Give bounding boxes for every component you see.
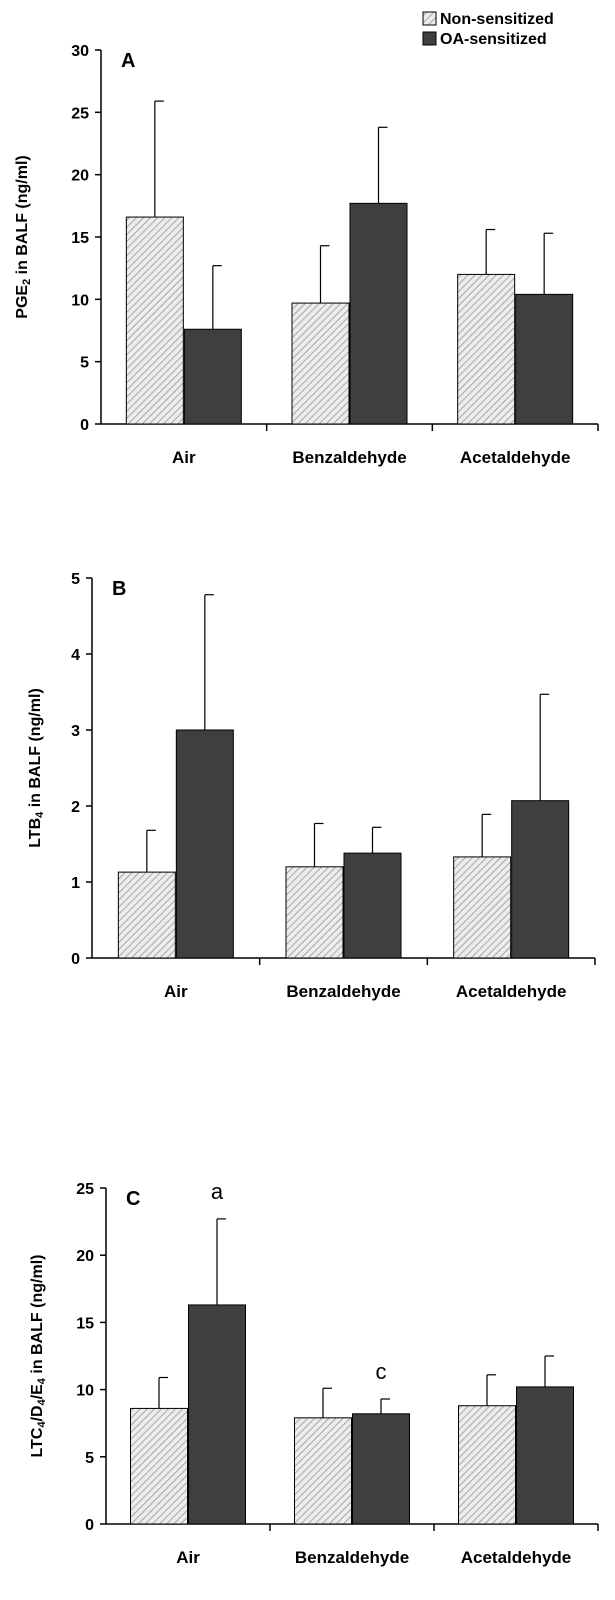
category-label: Benzaldehyde: [295, 1548, 409, 1567]
bar-non-sensitized: [130, 1407, 188, 1525]
legend-label-oa-sensitized: OA-sensitized: [440, 31, 547, 48]
y-tick-label: 4: [71, 647, 80, 664]
legend: Non-sensitized OA-sensitized: [422, 11, 554, 48]
y-axis-label: PGE2 in BALF (ng/ml): [14, 155, 33, 318]
bar-non-sensitized: [117, 871, 176, 959]
legend-swatch-oa-sensitized: [422, 31, 437, 46]
y-tick-label: 20: [71, 168, 89, 185]
bar-oa-sensitized: [183, 328, 242, 425]
y-tick-label: 5: [71, 571, 80, 588]
y-tick-label: 25: [71, 105, 89, 122]
y-tick-label: 3: [71, 723, 80, 740]
bar-non-sensitized: [125, 216, 184, 425]
y-tick-label: 10: [71, 292, 89, 309]
y-tick-label: 0: [80, 417, 89, 434]
bar-non-sensitized: [291, 302, 350, 425]
bar-oa-sensitized: [352, 1413, 410, 1525]
y-tick-label: 0: [85, 1517, 94, 1534]
category-label: Air: [172, 448, 196, 467]
bar-oa-sensitized: [188, 1304, 246, 1525]
bar-non-sensitized: [458, 1405, 516, 1525]
bar-oa-sensitized: [516, 1386, 574, 1525]
bar-non-sensitized: [294, 1417, 352, 1525]
y-tick-label: 0: [71, 951, 80, 968]
annotation-label: c: [376, 1359, 387, 1384]
bar-non-sensitized: [453, 856, 512, 959]
y-tick-label: 15: [71, 230, 89, 247]
category-label: Benzaldehyde: [286, 982, 400, 1001]
y-tick-label: 1: [71, 875, 80, 892]
category-label: Benzaldehyde: [292, 448, 406, 467]
y-tick-label: 5: [85, 1450, 94, 1467]
panel-letter: A: [121, 50, 135, 72]
category-label: Air: [176, 1548, 200, 1567]
bar-oa-sensitized: [515, 293, 574, 425]
bar-oa-sensitized: [349, 202, 408, 425]
panel-b: 0 1 2 3 4 5 Air Benzaldehyde Acetaldehyde B LTB4 i…: [27, 571, 596, 1001]
category-label: Acetaldehyde: [461, 1548, 572, 1567]
y-tick-label: 5: [80, 355, 89, 372]
y-tick-label: 15: [76, 1315, 94, 1332]
bar-oa-sensitized: [511, 800, 570, 959]
bar-oa-sensitized: [343, 852, 402, 959]
legend-swatch-non-sensitized: [422, 11, 437, 26]
category-label: Air: [164, 982, 188, 1001]
panel-a: 0 5 10 15 20 25 30 Air Benzaldehyde Acetaldehyde A…: [14, 43, 599, 467]
y-tick-label: 2: [71, 799, 80, 816]
panel-letter: B: [112, 578, 126, 600]
annotation-label: a: [211, 1179, 224, 1204]
bar-non-sensitized: [457, 273, 516, 425]
bar-non-sensitized: [285, 866, 344, 959]
bar-oa-sensitized: [175, 729, 234, 959]
panel-c: 0 5 10 15 20 25 Air Benzaldehyde Acetaldehyde a c C…: [29, 1179, 599, 1567]
y-axis-label: LTB4 in BALF (ng/ml): [27, 688, 46, 848]
category-label: Acetaldehyde: [456, 982, 567, 1001]
y-tick-label: 10: [76, 1383, 94, 1400]
legend-label-non-sensitized: Non-sensitized: [440, 11, 554, 28]
y-axis-label: LTC4/D4/E4 in BALF (ng/ml): [29, 1255, 48, 1458]
y-tick-label: 25: [76, 1181, 94, 1198]
y-tick-label: 20: [76, 1248, 94, 1265]
panel-letter: C: [126, 1188, 140, 1210]
y-tick-label: 30: [71, 43, 89, 60]
category-label: Acetaldehyde: [460, 448, 571, 467]
